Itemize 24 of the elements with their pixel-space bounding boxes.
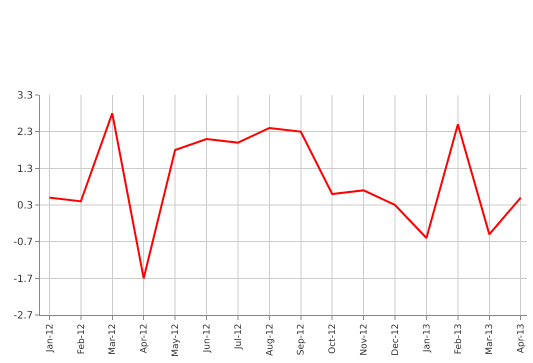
x-tick-label: Oct-12 bbox=[328, 324, 338, 354]
x-tick-label: May-12 bbox=[171, 324, 182, 357]
x-tick-label: Feb-13 bbox=[454, 324, 464, 354]
x-tick-label: Feb-12 bbox=[76, 324, 87, 354]
x-tick-label: Mar-13 bbox=[485, 324, 496, 355]
line-series bbox=[48, 112, 522, 280]
x-tick-label: Mar-12 bbox=[108, 324, 118, 355]
y-tick-label: -1.7 bbox=[13, 274, 33, 285]
y-tick-label: 3.3 bbox=[17, 90, 33, 102]
y-tick-label: 1.3 bbox=[17, 164, 33, 175]
y-tick-label: 2.3 bbox=[17, 127, 33, 138]
y-tick-label: 0.3 bbox=[17, 200, 33, 212]
x-tick-label: Apr-12 bbox=[140, 324, 150, 354]
x-tick-label: Apr-13 bbox=[516, 324, 527, 354]
x-tick-label: Aug-12 bbox=[265, 324, 276, 356]
x-tick-label: Jan-13 bbox=[422, 324, 432, 354]
y-tick-label: -2.7 bbox=[13, 310, 33, 322]
x-tick-label: Jul-12 bbox=[234, 324, 244, 350]
y-tick-label: -0.7 bbox=[13, 237, 33, 248]
x-tick-label: Jan-12 bbox=[45, 324, 56, 354]
x-tick-label: Nov-12 bbox=[360, 324, 370, 356]
x-tick-label: Jun-12 bbox=[202, 324, 212, 354]
x-tick-label: Dec-12 bbox=[390, 324, 401, 356]
x-tick-label: Sep-12 bbox=[296, 324, 307, 356]
